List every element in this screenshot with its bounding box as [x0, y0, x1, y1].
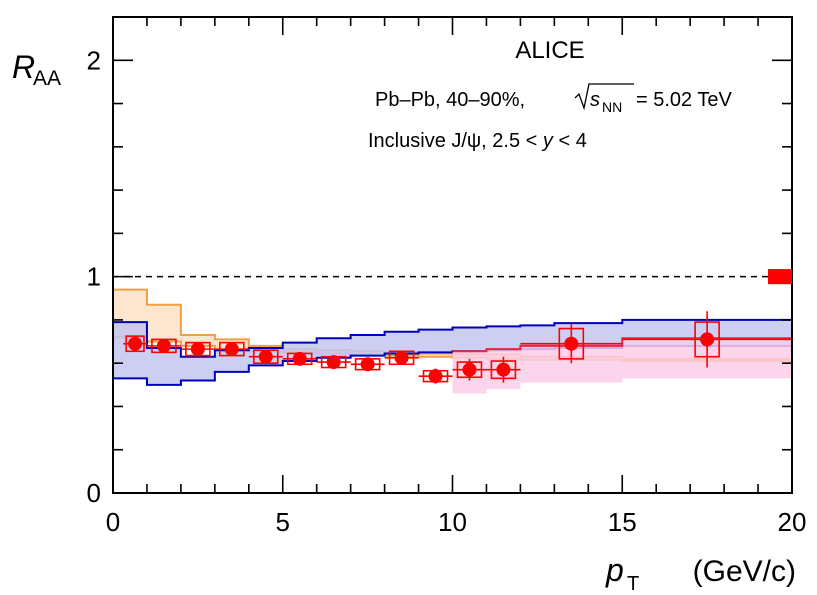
data-point — [462, 362, 477, 377]
data-point — [190, 342, 205, 357]
data-point — [258, 349, 273, 364]
data-point — [428, 369, 443, 384]
x-tick-label: 15 — [608, 507, 637, 537]
y-axis-title-main: R — [12, 49, 35, 85]
energy-symbol: s — [590, 89, 600, 111]
data-point — [700, 332, 715, 347]
global-uncertainty-box — [768, 269, 792, 285]
data-point — [292, 351, 307, 366]
energy-subscript: NN — [602, 99, 622, 115]
model-bands — [113, 288, 792, 394]
y-axis-title: R AA — [12, 49, 61, 90]
x-axis-title: p T (GeV/c) — [605, 552, 796, 595]
selection-var: y — [541, 130, 554, 152]
selection-prefix: Inclusive J/ψ, 2.5 < — [368, 130, 543, 152]
experiment-label: ALICE — [515, 37, 584, 64]
data-point — [156, 338, 171, 353]
selection-label: Inclusive J/ψ, 2.5 < y < 4 — [368, 130, 587, 152]
y-tick-label: 0 — [87, 478, 101, 508]
x-tick-label: 10 — [438, 507, 467, 537]
y-tick-label: 2 — [87, 45, 101, 75]
x-tick-label: 5 — [276, 507, 290, 537]
x-tick-label: 20 — [778, 507, 807, 537]
data-point — [326, 355, 341, 370]
x-axis-title-sub: T — [627, 573, 639, 595]
x-axis-title-units: (GeV/c) — [693, 555, 796, 588]
system-label: Pb–Pb, 40–90%, — [375, 89, 525, 111]
energy-value: = 5.02 TeV — [636, 89, 732, 111]
data-point — [496, 362, 511, 377]
data-point — [224, 342, 239, 357]
y-axis-title-sub: AA — [33, 67, 61, 90]
x-tick-label: 0 — [106, 507, 120, 537]
data-point — [360, 357, 375, 372]
model-blue-upper-edge — [113, 318, 792, 358]
data-point — [394, 350, 409, 365]
selection-suffix: < 4 — [553, 130, 587, 152]
data-point — [128, 336, 143, 351]
x-axis-title-main: p — [605, 552, 624, 588]
sqrt-symbol — [574, 83, 634, 111]
data-points — [123, 311, 792, 384]
y-tick-label: 1 — [87, 262, 101, 292]
axis-ticks: 0 5 10 15 20 0 1 2 — [87, 16, 807, 537]
data-point — [564, 336, 579, 351]
system-annotation: Pb–Pb, 40–90%, s NN = 5.02 TeV — [375, 83, 732, 115]
